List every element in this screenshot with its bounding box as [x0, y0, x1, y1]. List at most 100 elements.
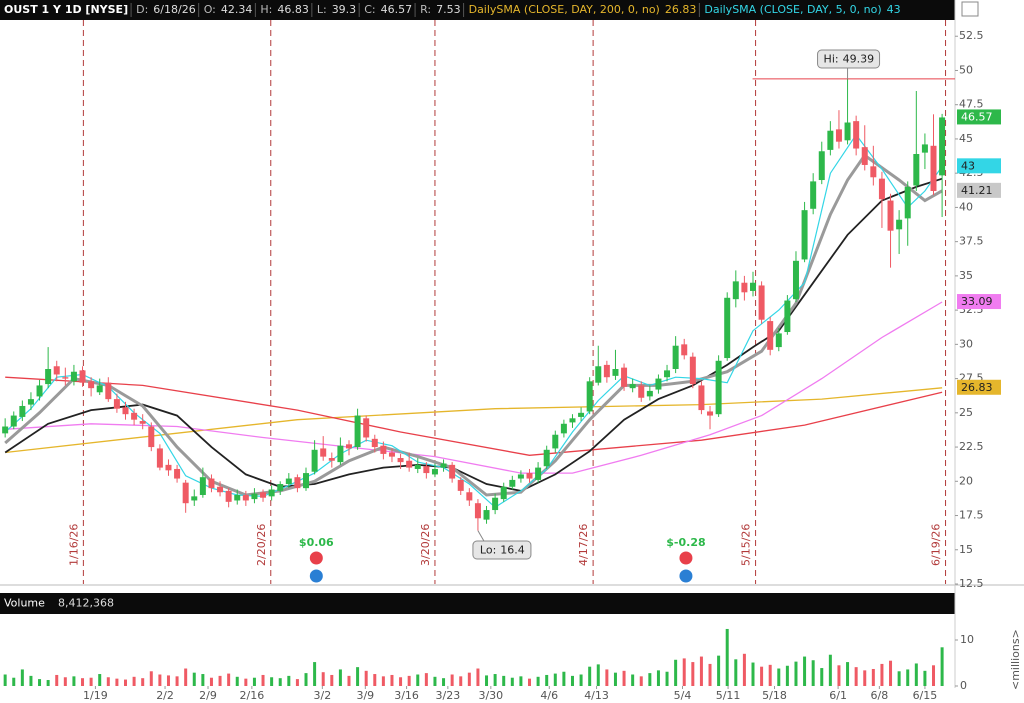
- price-tag: [957, 158, 1001, 174]
- volume-bar: [424, 673, 428, 686]
- candle-body: [543, 449, 550, 467]
- candle-body: [775, 333, 782, 348]
- y-tick-label: 15: [959, 543, 973, 556]
- volume-bar: [871, 668, 875, 686]
- y-tick-label: 47.5: [959, 98, 984, 111]
- volume-bar: [768, 664, 772, 686]
- y-tick-label: 30: [959, 337, 973, 350]
- study-label: DailySMA (CLOSE, DAY, 5, 0, no): [704, 3, 881, 16]
- candle-body: [294, 477, 301, 489]
- candle-body: [27, 399, 34, 405]
- candle-body: [844, 122, 851, 141]
- candle-body: [595, 366, 602, 383]
- x-tick-label: 5/18: [762, 689, 787, 702]
- volume-bar: [889, 660, 893, 686]
- price-tag: [957, 379, 1001, 395]
- volume-bar: [467, 672, 471, 686]
- symbol: OUST 1 Y 1D [NYSE]: [4, 3, 128, 16]
- moving-average-line: [5, 387, 943, 454]
- volume-bar: [399, 677, 403, 686]
- x-tick-label: 2/2: [156, 689, 174, 702]
- candle-body: [517, 474, 524, 479]
- y-tick-label: 22.5: [959, 440, 984, 453]
- candle-body: [861, 147, 868, 165]
- candle-body: [320, 448, 327, 457]
- candle-body: [380, 445, 387, 454]
- volume-bar: [656, 670, 660, 686]
- price-tag-label: 46.57: [961, 110, 993, 123]
- candle-body: [827, 130, 834, 150]
- candle-body: [629, 384, 636, 389]
- settings-icon[interactable]: [961, 1, 979, 17]
- price-tag-label: 26.83: [961, 381, 993, 394]
- y-tick-label: 40: [959, 200, 973, 213]
- x-tick-label: 4/6: [540, 689, 558, 702]
- volume-bar: [837, 665, 841, 686]
- volume-bar: [115, 678, 119, 686]
- expiration-label: 6/19/26: [930, 524, 943, 566]
- field-value: 39.3: [332, 3, 357, 16]
- candle-body: [10, 415, 17, 427]
- expiration-label: 1/16/26: [67, 524, 80, 566]
- volume-bar: [313, 662, 317, 686]
- volume-bar: [528, 678, 532, 686]
- volume-bar: [923, 670, 927, 686]
- candle-body: [268, 489, 275, 497]
- field-value: 42.34: [221, 3, 253, 16]
- candle-body: [586, 381, 593, 412]
- volume-bar: [149, 671, 153, 686]
- volume-bar: [846, 662, 850, 686]
- x-tick-label: 3/16: [394, 689, 419, 702]
- y-tick-label: 35: [959, 269, 973, 282]
- x-tick-label: 6/8: [871, 689, 889, 702]
- study-label: DailySMA (CLOSE, DAY, 200, 0, no): [469, 3, 660, 16]
- volume-bar: [3, 674, 7, 686]
- volume-bar: [407, 675, 411, 686]
- volume-bar: [476, 668, 480, 686]
- volume-bar: [12, 677, 16, 686]
- volume-bar: [252, 677, 256, 686]
- volume-bar: [270, 677, 274, 686]
- volume-bar: [553, 673, 557, 686]
- volume-bar: [588, 666, 592, 686]
- candle-body: [303, 473, 310, 489]
- volume-bar: [932, 665, 936, 686]
- event-label: $-0.28: [666, 536, 705, 549]
- volume-bar: [699, 656, 703, 686]
- candle-body: [732, 281, 739, 300]
- field-value: 46.57: [381, 3, 413, 16]
- candle-body: [182, 482, 189, 504]
- moving-average-line: [4, 133, 943, 509]
- volume-value: 8,412,368: [58, 597, 114, 610]
- candle-body: [878, 178, 885, 200]
- volume-bar: [416, 674, 420, 686]
- volume-bar: [691, 662, 695, 686]
- y-tick-label: 50: [959, 63, 973, 76]
- volume-bar: [98, 674, 102, 686]
- x-tick-label: 5/11: [716, 689, 741, 702]
- volume-bar: [184, 668, 188, 686]
- candle-body: [560, 423, 567, 434]
- candle-body: [156, 448, 163, 468]
- candle-body: [105, 382, 112, 400]
- x-tick-label: 3/2: [313, 689, 331, 702]
- volume-bar: [493, 674, 497, 686]
- volume-bar: [278, 678, 282, 686]
- earnings-icon: [679, 551, 693, 565]
- candle-body: [792, 260, 799, 300]
- candle-body: [939, 117, 946, 176]
- candle-body: [526, 473, 533, 479]
- candle-body: [406, 460, 413, 468]
- volume-bar: [682, 658, 686, 686]
- y-tick-label: 45: [959, 132, 973, 145]
- volume-bar: [166, 675, 170, 686]
- candle-body: [603, 364, 610, 378]
- candle-body: [646, 390, 653, 397]
- volume-bar: [38, 679, 42, 686]
- volume-bar: [295, 679, 299, 686]
- field-label: D:: [136, 3, 148, 16]
- study-value: 43: [887, 3, 901, 16]
- volume-bar: [433, 676, 437, 686]
- x-tick-label: 6/1: [829, 689, 847, 702]
- candle-body: [19, 405, 26, 417]
